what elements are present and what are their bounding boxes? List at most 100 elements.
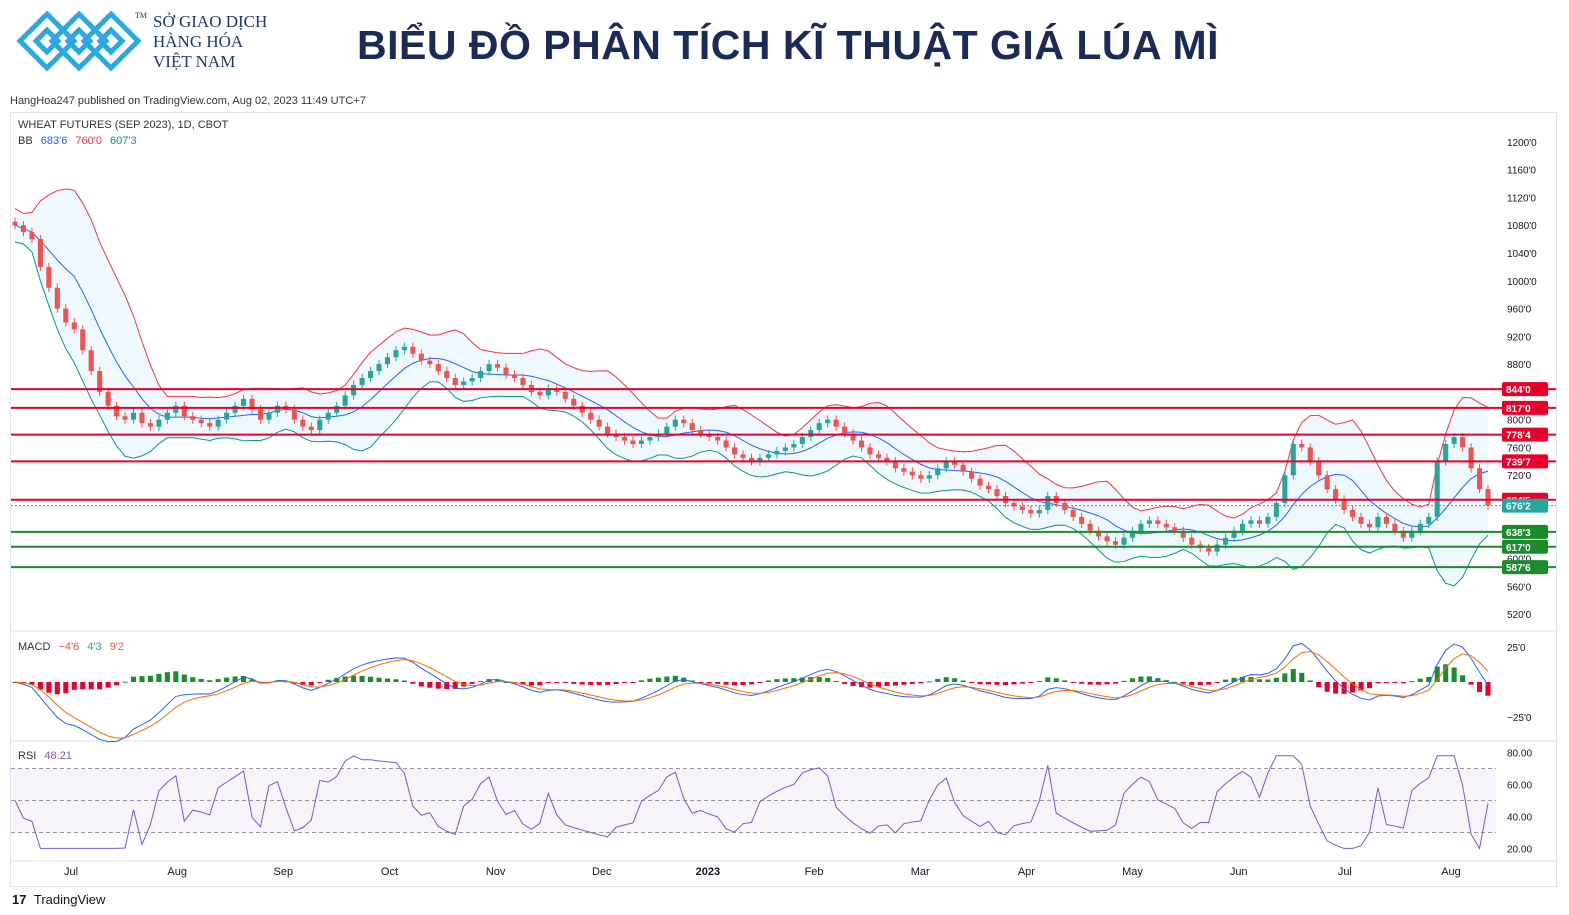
candle	[1121, 537, 1127, 545]
macd-histogram-bar	[232, 676, 238, 682]
macd-histogram-bar	[859, 682, 865, 688]
candle	[37, 239, 43, 267]
macd-histogram-bar	[732, 682, 738, 686]
resistance-level-label: 739'7	[1506, 457, 1531, 468]
last-price-label: 676'2	[1506, 502, 1531, 513]
macd-histogram-bar	[1400, 682, 1406, 684]
candle	[1256, 520, 1262, 524]
macd-histogram-bar	[1206, 682, 1212, 685]
macd-histogram-bar	[774, 679, 780, 682]
candle	[952, 461, 958, 465]
price-chart[interactable]: 1200'0 1160'0 1120'0 1080'0 1040'0 1000'0 960'…	[11, 113, 1556, 886]
bb-basis-value: 683'6	[40, 135, 68, 147]
macd-histogram-bar	[664, 676, 670, 682]
candle	[1172, 527, 1178, 531]
candle	[241, 398, 247, 406]
macd-histogram-bar	[723, 682, 729, 685]
chart-panel[interactable]: 1200'0 1160'0 1120'0 1080'0 1040'0 1000'0 960'…	[10, 112, 1557, 887]
candle	[1087, 523, 1093, 531]
candle	[1375, 516, 1381, 528]
macd-histogram-bar	[215, 679, 221, 682]
candle	[791, 443, 797, 448]
brand-name: TM SỞ GIAO DỊCH HÀNG HÓA VIỆT NAM	[135, 11, 267, 72]
macd-histogram-bar	[1358, 682, 1364, 691]
macd-histogram-bar	[596, 682, 602, 685]
macd-histogram-bar	[850, 682, 856, 687]
candle	[1460, 437, 1466, 448]
candle	[1019, 506, 1025, 510]
support-level-label: 638'3	[1506, 528, 1531, 539]
price-tick-label: 600'0	[1507, 555, 1532, 566]
macd-histogram-bar	[80, 682, 86, 690]
macd-histogram-bar	[1366, 682, 1373, 689]
macd-histogram-bar	[418, 682, 424, 687]
candle	[1400, 530, 1406, 538]
macd-histogram-bar	[207, 680, 213, 682]
candle	[664, 426, 670, 434]
brand-line-3: VIỆT NAM	[153, 52, 236, 71]
candle	[562, 391, 568, 399]
macd-histogram-bar	[621, 682, 628, 683]
candle	[486, 364, 492, 372]
candle	[571, 398, 577, 406]
macd-histogram-bar	[1417, 678, 1423, 682]
price-tick-label: 1040'0	[1507, 249, 1537, 260]
macd-histogram-bar	[638, 680, 644, 682]
candle	[105, 391, 111, 406]
rsi-tick-label: 40.00	[1507, 812, 1532, 823]
price-tick-label: 1080'0	[1507, 221, 1537, 232]
candle	[994, 489, 1000, 497]
candle	[1206, 548, 1212, 552]
macd-histogram-bar	[494, 679, 501, 682]
symbol-legend: WHEAT FUTURES (SEP 2023), 1D, CBOT	[18, 119, 233, 131]
macd-histogram-bar	[401, 680, 407, 682]
candle	[71, 322, 77, 330]
resistance-level-label: 817'0	[1506, 404, 1531, 415]
last-price-tag	[1502, 498, 1548, 513]
macd-histogram-bar	[672, 675, 678, 682]
candle	[20, 225, 27, 233]
bb-upper-value: 760'0	[75, 135, 102, 147]
candle	[257, 409, 264, 420]
macd-histogram-bar	[960, 680, 966, 682]
candle	[740, 454, 746, 458]
candle	[554, 388, 560, 392]
tradingview-brand: TradingView	[33, 892, 106, 907]
macd-histogram-bar	[1019, 682, 1025, 684]
candle	[1358, 516, 1364, 524]
candle	[596, 419, 602, 427]
x-axis-label: Mar	[911, 866, 930, 878]
candle	[1451, 437, 1457, 444]
macd-histogram-bar	[1282, 673, 1288, 682]
macd-histogram-bar	[1053, 678, 1059, 682]
candle	[469, 378, 475, 382]
price-tick-label: 520'0	[1507, 610, 1532, 621]
candle	[478, 371, 484, 378]
macd-histogram-bar	[376, 677, 382, 682]
macd-histogram-bar	[715, 682, 721, 684]
rsi-tick-label: 20.00	[1507, 844, 1532, 855]
candle	[1265, 516, 1271, 524]
price-tick-label: 1120'0	[1507, 193, 1536, 204]
candle	[173, 405, 179, 413]
candle	[1011, 503, 1017, 507]
candle	[376, 364, 382, 372]
macd-histogram-bar	[1443, 664, 1449, 682]
support-level-label: 587'6	[1506, 563, 1531, 574]
macd-histogram-bar	[757, 682, 763, 683]
macd-histogram-bar	[1341, 682, 1347, 694]
macd-histogram-bar	[1002, 682, 1009, 686]
macd-histogram-bar	[952, 678, 958, 682]
candle	[139, 412, 145, 424]
candle	[630, 440, 636, 444]
macd-histogram-bar	[503, 681, 509, 683]
macd-histogram-bar	[562, 682, 568, 683]
rsi-tick-label: 60.00	[1507, 781, 1532, 792]
candle	[1282, 475, 1288, 503]
macd-histogram-bar	[1434, 666, 1440, 682]
price-tick-label: 1000'0	[1507, 277, 1537, 288]
candle	[520, 378, 526, 385]
price-tick-label: 1160'0	[1507, 166, 1536, 177]
candle	[452, 378, 458, 385]
x-axis-label: Feb	[805, 866, 824, 878]
